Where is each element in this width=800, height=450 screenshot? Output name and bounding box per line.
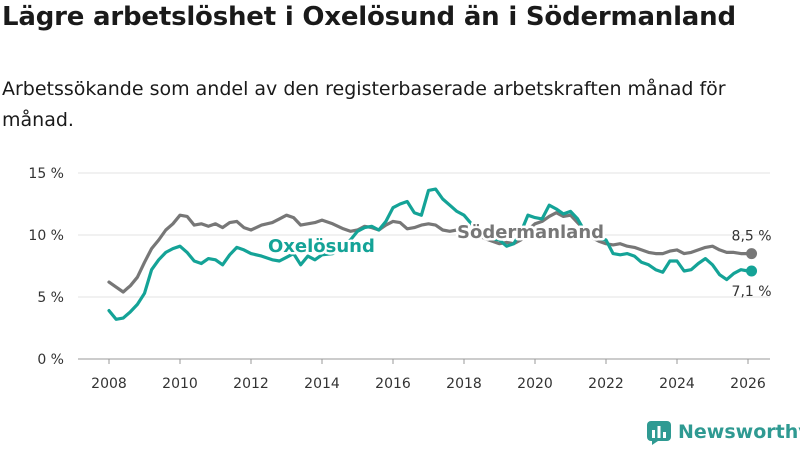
chart-subtitle: Arbetssökande som andel av den registerb… [2, 78, 726, 131]
x-tick-label: 2024 [659, 376, 695, 392]
gridlines [78, 172, 770, 360]
brand-name: Newsworthy [678, 421, 800, 443]
series-labels: 8,5 % 7,1 % Oxelösund Södermanland [266, 220, 772, 300]
series-label-sodermanland: Södermanland [457, 222, 604, 243]
x-tick-label: 2008 [91, 376, 127, 392]
x-tick-label: 2014 [304, 376, 340, 392]
y-tick-label: 15 % [28, 166, 64, 182]
x-tick-label: 2012 [233, 376, 269, 392]
series-line-oxelosund [107, 187, 754, 321]
x-tick-label: 2022 [588, 376, 624, 392]
newsworthy-logo-icon [647, 421, 671, 445]
brand-logo: Newsworthy [646, 419, 800, 445]
page-title: Lägre arbetslöshet i Oxelösund än i Söde… [2, 2, 736, 32]
end-point-marker [746, 265, 758, 277]
end-value-label-oxelosund: 7,1 % [732, 284, 772, 300]
x-tick-label: 2016 [375, 376, 411, 392]
series-label-oxelosund: Oxelösund [268, 236, 375, 257]
y-tick-label: 0 % [37, 352, 64, 368]
series-lines [107, 187, 758, 321]
series-line-sodermanland [107, 211, 754, 294]
end-value-label-sodermanland: 8,5 % [732, 229, 772, 245]
y-tick-label: 10 % [28, 228, 64, 244]
end-point-marker [746, 248, 758, 260]
x-tick-label: 2026 [730, 376, 766, 392]
x-tick-label: 2010 [162, 376, 198, 392]
x-tick-label: 2018 [446, 376, 482, 392]
x-tick-label: 2020 [517, 376, 553, 392]
axes: 0 % 5 % 10 % 15 % 2008 2010 2012 2014 2016 2018 20… [28, 166, 765, 392]
y-tick-label: 5 % [37, 290, 64, 306]
